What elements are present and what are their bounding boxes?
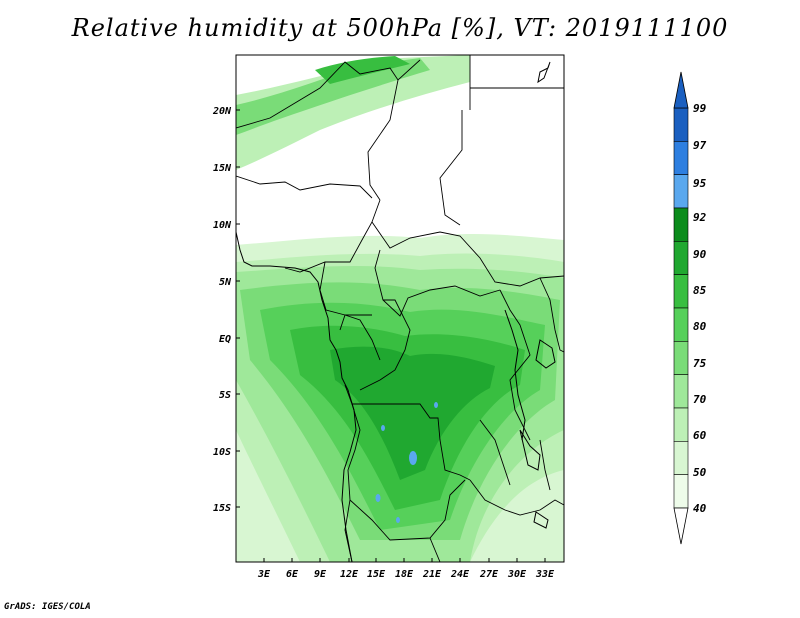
humidity-region-north-60 [236,55,470,170]
colorbar-label: 50 [693,466,707,479]
lon-label: 33E [535,569,555,580]
lon-label: 27E [479,569,499,580]
humidity-patch-97 [396,517,400,523]
lat-label: 5N [219,277,232,288]
colorbar-swatch [673,341,689,375]
humidity-region-90 [330,346,495,480]
humidity-field [236,55,564,562]
colorbar-swatch [673,107,689,142]
colorbar-swatch [673,207,689,242]
lon-label: 24E [450,569,470,580]
colorbar-swatch [673,307,689,342]
colorbar-label: 85 [693,284,707,297]
colorbar-label: 97 [693,139,707,152]
lat-label: 5S [219,390,231,401]
humidity-patch-97 [434,402,438,408]
lat-label: 10S [213,447,231,458]
map-frame [235,54,565,563]
colorbar-swatch [673,274,689,309]
humidity-patch-97 [375,494,381,502]
lon-label: 6E [286,569,299,580]
colorbar-label: 95 [693,177,707,190]
colorbar-swatch [673,374,689,409]
longitude-axis: 3E 6E 9E 12E 15E 18E 21E 24E 27E 30E 33E [257,569,555,580]
colorbar-label: 92 [693,211,707,224]
grads-credit: GrADS: IGES/COLA [4,602,91,612]
coastline [236,61,556,562]
colorbar-label: 90 [693,248,707,261]
colorbar-labels: 99 97 95 92 90 85 80 75 70 60 50 40 [693,102,707,515]
colorbar-label: 75 [693,357,707,370]
lat-label: 10N [213,220,232,231]
map-title: Relative humidity at 500hPa [%], VT: 201… [71,14,729,42]
humidity-region-north-85 [315,56,410,84]
colorbar-bottom-arrow [673,507,689,545]
colorbar-swatch [673,174,689,209]
colorbar-label: 99 [693,102,707,115]
humidity-patch-97 [409,451,417,465]
colorbar [673,71,689,545]
humidity-region-north-75 [236,58,430,135]
lon-label: 30E [507,569,527,580]
colorbar-label: 80 [693,320,707,333]
humidity-patch-97 [381,425,385,431]
lon-label: 21E [422,569,442,580]
lat-label: EQ [219,334,231,345]
lon-label: 9E [314,569,327,580]
lon-label: 3E [257,569,271,580]
latitude-axis: 20N 15N 10N 5N EQ 5S 10S 15S [212,106,232,514]
colorbar-top-arrow [673,71,689,109]
lon-label: 12E [340,569,359,580]
lat-label: 15S [213,503,231,514]
axis-ticks [236,109,546,562]
lat-label: 15N [213,163,232,174]
colorbar-label: 40 [693,502,707,515]
colorbar-swatch [673,474,689,509]
colorbar-swatch [673,441,689,475]
colorbar-swatch [673,407,689,442]
lon-label: 18E [395,569,414,580]
lat-label: 20N [212,106,232,117]
colorbar-swatch [673,241,689,275]
colorbar-label: 70 [693,393,707,406]
colorbar-swatch [673,141,689,175]
colorbar-label: 60 [693,429,707,442]
lon-label: 15E [367,569,386,580]
